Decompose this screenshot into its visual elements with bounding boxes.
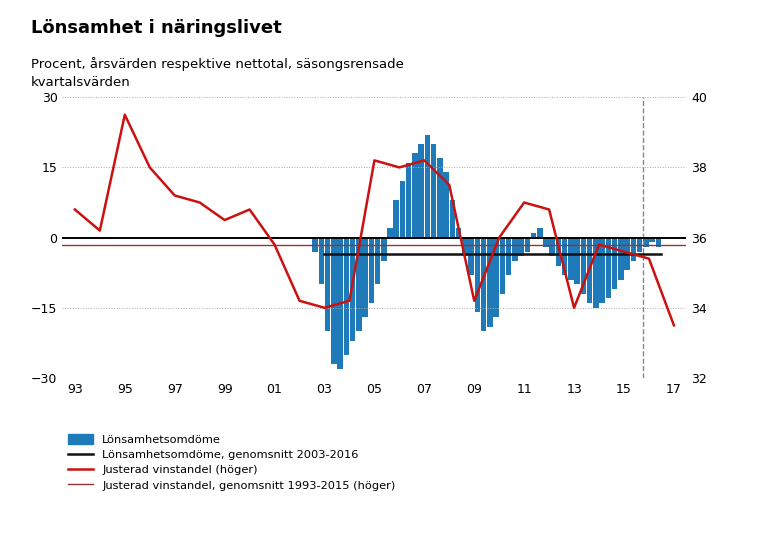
Bar bbox=[449, 200, 456, 238]
Text: Procent, årsvärden respektive nettotal, säsongsrensade
kvartalsvärden: Procent, årsvärden respektive nettotal, … bbox=[31, 57, 404, 89]
Bar bbox=[537, 228, 543, 238]
Bar bbox=[324, 238, 331, 331]
Bar bbox=[318, 238, 324, 285]
Bar bbox=[568, 238, 574, 280]
Bar bbox=[605, 238, 612, 299]
Bar bbox=[474, 238, 480, 313]
Bar bbox=[655, 238, 661, 247]
Bar bbox=[468, 238, 474, 275]
Bar bbox=[530, 233, 537, 238]
Bar bbox=[387, 228, 393, 238]
Bar bbox=[512, 238, 518, 261]
Bar bbox=[499, 238, 505, 294]
Legend: Lönsamhetsomdöme, Lönsamhetsomdöme, genomsnitt 2003-2016, Justerad vinstandel (h: Lönsamhetsomdöme, Lönsamhetsomdöme, geno… bbox=[68, 434, 395, 490]
Bar bbox=[599, 238, 605, 303]
Bar bbox=[480, 238, 487, 331]
Bar bbox=[574, 238, 580, 285]
Bar bbox=[431, 144, 437, 238]
Bar bbox=[424, 134, 431, 238]
Bar bbox=[649, 238, 655, 242]
Bar bbox=[580, 238, 587, 294]
Bar bbox=[399, 181, 406, 238]
Bar bbox=[612, 238, 618, 289]
Bar bbox=[524, 238, 530, 252]
Bar bbox=[412, 153, 418, 238]
Bar bbox=[343, 238, 349, 355]
Bar bbox=[437, 158, 443, 238]
Bar bbox=[456, 228, 462, 238]
Bar bbox=[636, 238, 643, 252]
Bar bbox=[337, 238, 343, 369]
Bar bbox=[406, 163, 412, 238]
Bar bbox=[493, 238, 499, 317]
Bar bbox=[393, 200, 399, 238]
Bar bbox=[462, 238, 468, 256]
Bar bbox=[630, 238, 636, 261]
Text: Lönsamhet i näringslivet: Lönsamhet i näringslivet bbox=[31, 19, 282, 37]
Bar bbox=[368, 238, 374, 303]
Bar bbox=[362, 238, 368, 317]
Bar bbox=[505, 238, 512, 275]
Bar bbox=[643, 238, 649, 247]
Bar bbox=[618, 238, 624, 280]
Bar bbox=[543, 238, 549, 247]
Bar bbox=[443, 172, 449, 238]
Bar bbox=[374, 238, 381, 285]
Bar bbox=[593, 238, 599, 308]
Bar bbox=[624, 238, 630, 271]
Bar bbox=[418, 144, 424, 238]
Bar bbox=[349, 238, 356, 341]
Bar bbox=[356, 238, 362, 331]
Bar bbox=[518, 238, 524, 256]
Bar bbox=[312, 238, 318, 252]
Bar bbox=[555, 238, 562, 266]
Bar bbox=[562, 238, 568, 275]
Bar bbox=[487, 238, 493, 327]
Bar bbox=[381, 238, 387, 261]
Bar bbox=[587, 238, 593, 303]
Bar bbox=[331, 238, 337, 364]
Bar bbox=[549, 238, 555, 256]
